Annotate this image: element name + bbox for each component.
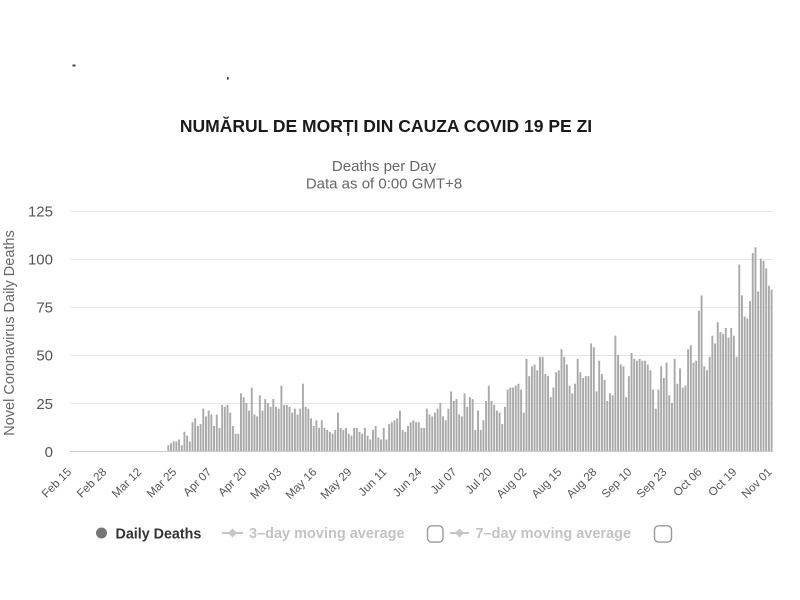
svg-text:125: 125 bbox=[28, 204, 53, 221]
svg-text:3–day moving average: 3–day moving average bbox=[249, 526, 405, 542]
svg-text:75: 75 bbox=[36, 300, 53, 317]
svg-text:0: 0 bbox=[45, 444, 53, 461]
svg-text:Daily Deaths: Daily Deaths bbox=[116, 527, 202, 543]
svg-text:7–day moving average: 7–day moving average bbox=[476, 526, 632, 542]
svg-text:Novel Coronavirus Daily Deaths: Novel Coronavirus Daily Deaths bbox=[2, 230, 18, 436]
svg-text:50: 50 bbox=[36, 348, 53, 365]
svg-text:NUMĂRUL DE MORȚI DIN CAUZA COV: NUMĂRUL DE MORȚI DIN CAUZA COVID 19 PE Z… bbox=[180, 115, 592, 136]
svg-text:Deaths per Day: Deaths per Day bbox=[332, 158, 437, 175]
svg-text:25: 25 bbox=[36, 396, 53, 413]
svg-text:100: 100 bbox=[28, 252, 53, 269]
svg-text:Data as of 0:00 GMT+8: Data as of 0:00 GMT+8 bbox=[306, 176, 462, 193]
